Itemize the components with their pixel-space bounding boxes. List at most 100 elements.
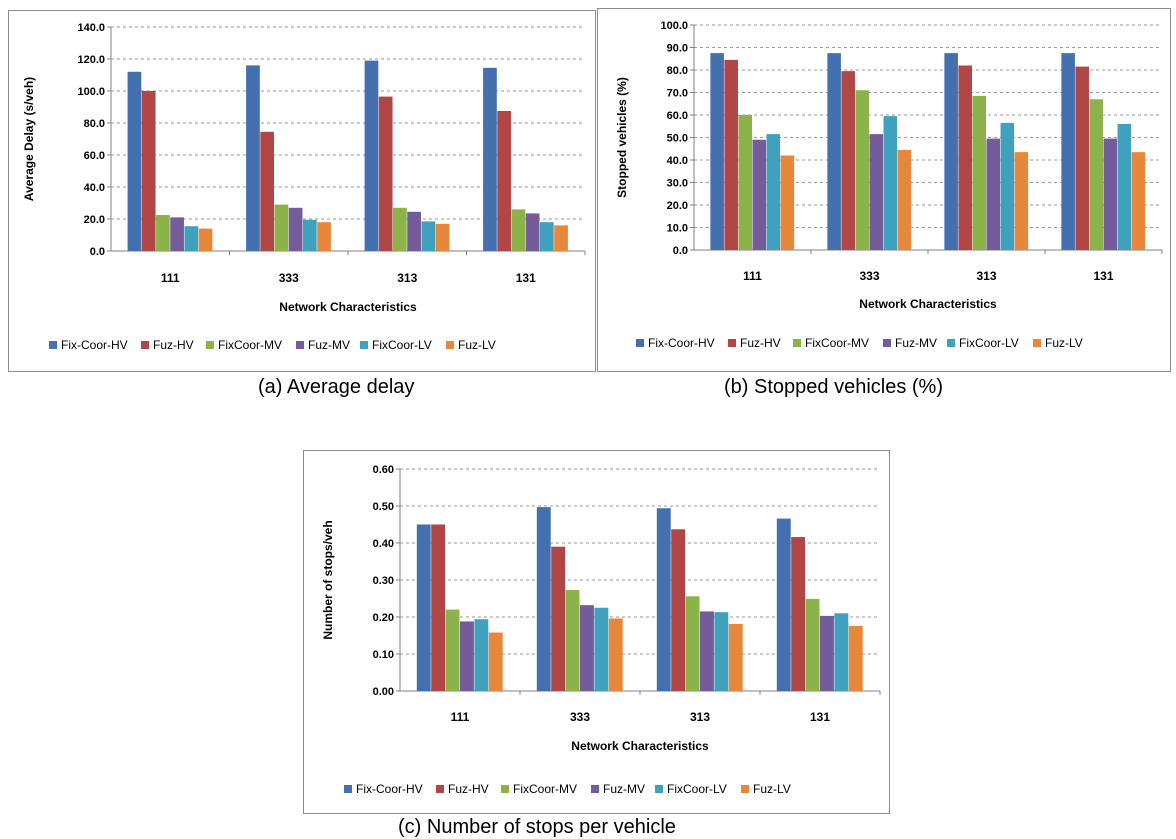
y-tick-label: 60.0: [667, 110, 688, 122]
legend-swatch: [947, 339, 955, 347]
bar: [685, 596, 700, 691]
legend-label: FixCoor-MV: [218, 338, 282, 352]
average-delay-chart: 0.0 20.0 40.0 60.0 80.0 100.0 120.0 140.0 111 333…: [22, 22, 586, 352]
legend-swatch: [446, 341, 454, 349]
y-tick-label: 90.0: [667, 43, 688, 55]
legend-swatch: [206, 341, 214, 349]
y-axis-title: Number of stops/veh: [321, 520, 335, 639]
bar: [869, 134, 884, 250]
legend-label: FixCoor-MV: [513, 782, 577, 796]
x-category-label: 131: [1093, 269, 1113, 283]
bar: [738, 115, 752, 250]
legend-swatch: [728, 339, 736, 347]
bar: [421, 221, 436, 251]
bar: [834, 613, 849, 691]
bar: [246, 65, 260, 252]
bar: [551, 546, 566, 691]
legend-label: Fuz-LV: [753, 782, 791, 796]
y-tick-label: 0.60: [373, 464, 394, 476]
y-tick-label: 140.0: [77, 22, 105, 34]
x-category-label: 111: [743, 269, 762, 283]
legend-label: Fuz-HV: [740, 336, 781, 350]
x-category-label: 111: [161, 271, 180, 285]
bar: [841, 71, 855, 250]
bar: [536, 507, 551, 691]
bar: [274, 204, 289, 251]
chart-panel-average-delay: 0.0 20.0 40.0 60.0 80.0 100.0 120.0 140.0 111 333…: [8, 10, 596, 372]
bar: [766, 134, 781, 250]
x-category-label: 333: [859, 269, 879, 283]
bar: [407, 211, 421, 251]
bar: [1117, 124, 1132, 250]
y-tick-label: 100.0: [660, 20, 688, 32]
legend-label: Fix-Coor-HV: [61, 338, 128, 352]
legend: Fix-Coor-HV Fuz-HV FixCoor-MV Fuz-MV FixCoor…: [636, 336, 1083, 350]
bar: [714, 612, 729, 691]
bar: [710, 53, 724, 250]
legend-swatch: [741, 785, 749, 793]
bar: [511, 209, 526, 251]
bar: [141, 91, 156, 251]
x-axis-title: Network Characteristics: [859, 297, 997, 311]
bar: [431, 524, 446, 691]
bar: [460, 621, 474, 691]
stops-per-vehicle-chart: 0.00 0.10 0.20 0.30 0.40 0.50 0.60 111 333 313 131…: [321, 464, 881, 796]
bar: [897, 149, 912, 250]
y-tick-label: 30.0: [667, 178, 688, 190]
bar: [1000, 122, 1015, 250]
bar: [594, 607, 609, 691]
bar: [364, 60, 379, 251]
bar: [883, 116, 898, 250]
bar: [827, 53, 841, 250]
bar: [1089, 99, 1103, 250]
legend-label: Fuz-LV: [1045, 336, 1083, 350]
caption-average-delay: (a) Average delay: [258, 376, 415, 398]
bar: [1061, 53, 1075, 250]
legend-swatch: [344, 785, 352, 793]
caption-stops-per-vehicle: (c) Number of stops per vehicle: [398, 816, 676, 838]
bar: [497, 111, 512, 251]
bar: [944, 53, 958, 250]
bar: [780, 155, 795, 250]
chart-panel-stops-per-vehicle: 0.00 0.10 0.20 0.30 0.40 0.50 0.60 111 333 313 131…: [303, 450, 890, 814]
bar: [848, 625, 863, 691]
legend-label: Fix-Coor-HV: [648, 336, 715, 350]
bar: [198, 228, 213, 251]
y-tick-label: 50.0: [667, 133, 688, 145]
bar: [554, 225, 568, 251]
legend-label: Fuz-LV: [458, 338, 496, 352]
y-tick-label: 0.30: [373, 575, 394, 587]
y-tick-label: 0.0: [673, 245, 688, 257]
x-category-label: 111: [451, 710, 470, 724]
bar: [958, 65, 972, 250]
bar: [580, 605, 594, 691]
bar: [539, 222, 554, 251]
legend-swatch: [141, 341, 149, 349]
legend-label: Fuz-HV: [153, 338, 194, 352]
bar: [184, 226, 199, 251]
legend-label: FixCoor-LV: [667, 782, 727, 796]
bar: [156, 215, 170, 251]
x-category-label: 333: [570, 710, 590, 724]
bar: [776, 518, 791, 691]
x-axis-title: Network Characteristics: [571, 739, 709, 753]
y-tick-label: 0.20: [373, 612, 394, 624]
y-tick-label: 0.0: [90, 246, 105, 258]
bar: [416, 524, 431, 691]
legend-swatch: [793, 339, 801, 347]
bar: [608, 618, 623, 691]
y-tick-label: 120.0: [77, 54, 105, 66]
bar: [260, 131, 275, 251]
bar: [474, 619, 489, 691]
legend-label: Fuz-MV: [895, 336, 937, 350]
x-axis-title: Network Characteristics: [279, 300, 417, 314]
bar: [820, 615, 834, 691]
bar: [855, 90, 869, 250]
legend-label: Fuz-MV: [308, 338, 350, 352]
y-tick-label: 0.40: [373, 538, 394, 550]
legend-swatch: [49, 341, 57, 349]
y-tick-label: 60.0: [84, 150, 105, 162]
bar: [728, 624, 743, 691]
bar: [525, 213, 540, 251]
bar: [488, 632, 503, 691]
